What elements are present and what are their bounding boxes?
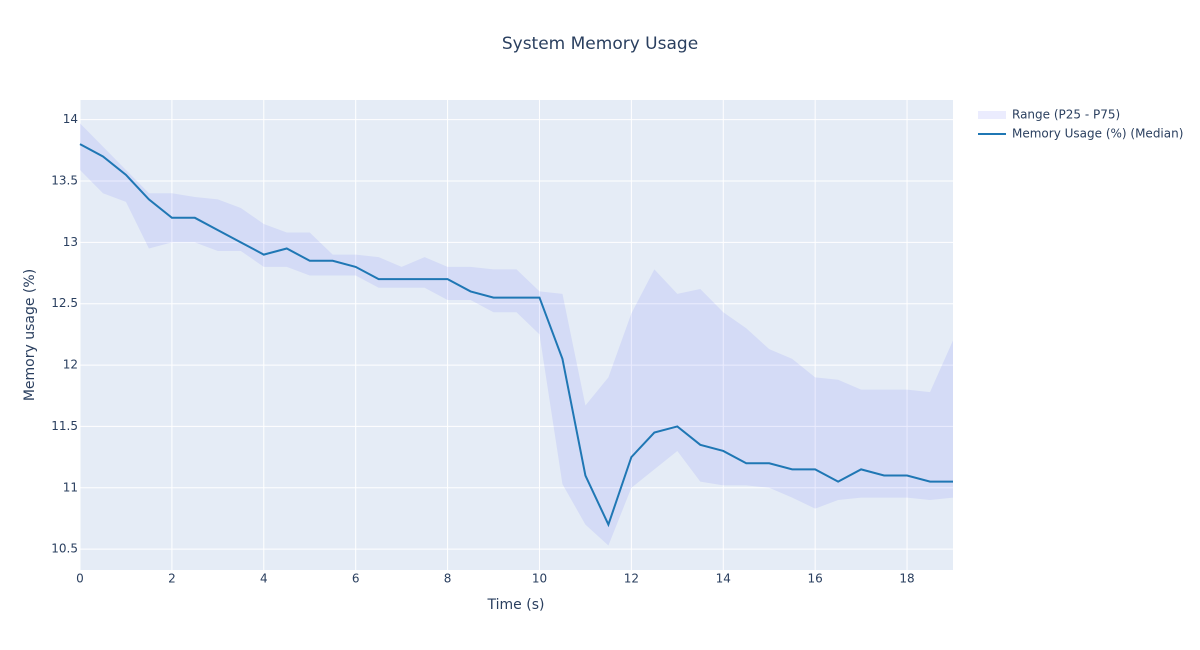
plot-area [80,100,953,570]
y-tick-label: 12.5 [51,296,78,310]
legend: Range (P25 - P75) Memory Usage (%) (Media… [978,108,1183,141]
x-tick-label: 0 [76,572,84,586]
y-tick-label: 10.5 [51,542,78,556]
median-line [79,143,953,528]
x-tick-label: 10 [532,572,547,586]
y-tick-label: 11.5 [51,419,78,433]
y-tick-label: 13 [63,235,78,249]
y-tick-label: 11 [63,480,78,494]
x-tick-label: 18 [899,572,914,586]
chart-title: System Memory Usage [502,34,698,54]
y-tick-label: 12 [63,358,78,372]
x-tick-label: 16 [808,572,823,586]
grid [79,100,953,570]
legend-label: Memory Usage (%) (Median) [1012,127,1183,141]
x-tick-label: 4 [260,572,268,586]
y-axis-title: Memory usage (%) [22,269,38,401]
y-tick-label: 13.5 [51,173,78,187]
range-band [80,123,953,546]
x-tick-label: 2 [168,572,176,586]
x-tick-label: 14 [716,572,731,586]
y-tick-label: 14 [63,112,78,126]
x-axis-title: Time (s) [487,597,545,613]
legend-label: Range (P25 - P75) [1012,108,1120,122]
marks [79,123,953,546]
x-tick-label: 12 [624,572,639,586]
x-tick-label: 6 [352,572,360,586]
x-tick-label: 8 [444,572,452,586]
